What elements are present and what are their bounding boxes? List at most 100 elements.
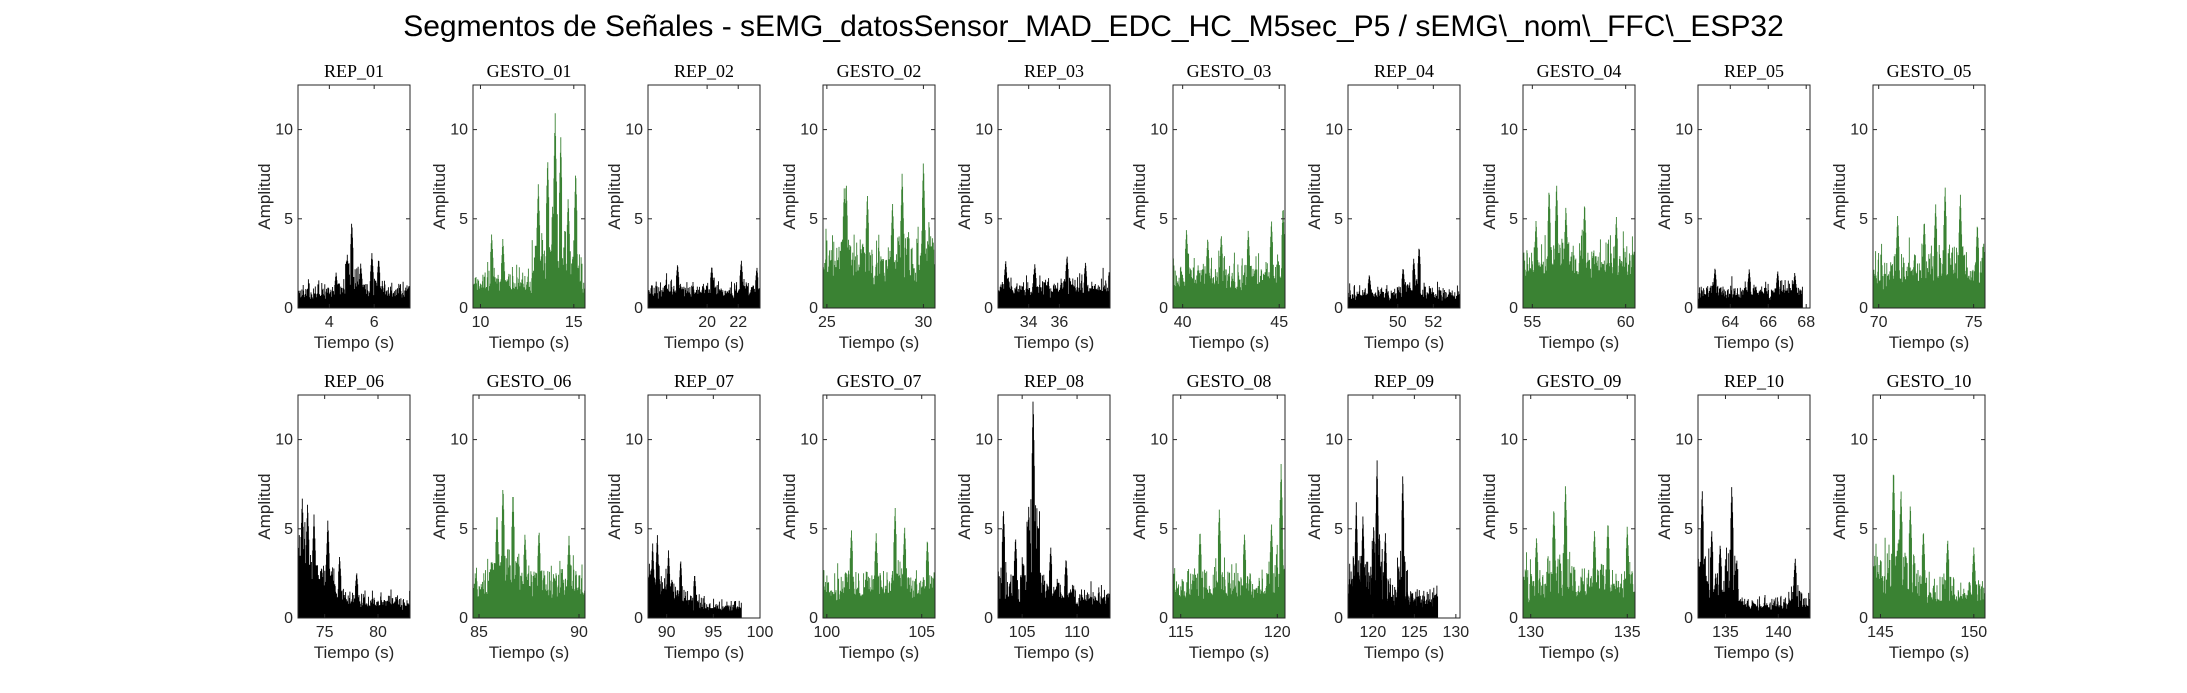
subplot-gesto-08: 0 5 10 115 120 GESTO_08 Tiempo (s) Amplitud [1130,371,1291,662]
subplot-title: GESTO_01 [487,61,572,81]
x-tick-label: 75 [1965,314,1983,331]
axes-box [997,84,1111,309]
y-axis-label: Amplitud [780,163,799,229]
y-tick-label: 10 [1850,432,1868,449]
x-tick-label: 66 [1759,314,1777,331]
signal-trace [822,163,936,308]
subplot-rep-06: 0 5 10 75 80 REP_06 Tiempo (s) Amplitud [255,371,411,662]
y-tick-label: 10 [275,122,293,139]
y-tick-label: 10 [1150,432,1168,449]
axes-box [1697,394,1811,619]
subplot-gesto-04: 0 5 10 55 60 GESTO_04 Tiempo (s) Amplitud [1480,61,1636,352]
y-axis-label: Amplitud [955,473,974,539]
subplot-title: REP_05 [1724,61,1784,81]
signal-trace [997,256,1111,308]
y-tick-label: 5 [1509,211,1518,228]
subplot-title: REP_04 [1374,61,1434,81]
subplot-title: GESTO_06 [487,371,572,391]
y-tick-label: 5 [284,521,293,538]
x-axis-label: Tiempo (s) [1889,333,1970,352]
subplot-title: GESTO_08 [1187,371,1272,391]
x-tick-label: 20 [698,314,716,331]
y-tick-label: 0 [1859,300,1868,317]
y-tick-label: 5 [459,211,468,228]
signal-trace [297,498,411,618]
y-tick-label: 10 [1675,432,1693,449]
x-axis-label: Tiempo (s) [1889,643,1970,662]
x-tick-label: 130 [1443,624,1470,641]
y-tick-label: 10 [450,122,468,139]
y-axis-label: Amplitud [430,163,449,229]
y-tick-label: 5 [1684,211,1693,228]
y-axis-label: Amplitud [1130,473,1149,539]
y-tick-label: 10 [975,122,993,139]
subplot-title: REP_10 [1724,371,1784,391]
subplot-title: GESTO_09 [1537,371,1622,391]
y-tick-label: 0 [1684,610,1693,627]
x-axis-label: Tiempo (s) [1364,643,1445,662]
axes-box [297,394,411,619]
y-axis-label: Amplitud [1480,163,1499,229]
y-axis-label: Amplitud [955,163,974,229]
y-tick-label: 10 [1850,122,1868,139]
axes-box [1347,84,1461,309]
x-tick-label: 25 [818,314,836,331]
y-axis-label: Amplitud [1830,163,1849,229]
x-tick-label: 64 [1721,314,1739,331]
signal-trace [1172,210,1286,308]
x-tick-label: 120 [1264,624,1291,641]
subplot-gesto-09: 0 5 10 130 135 GESTO_09 Tiempo (s) Amplitud [1480,371,1641,662]
x-tick-label: 110 [1064,624,1090,641]
axes-box [297,84,411,309]
x-axis-label: Tiempo (s) [314,643,395,662]
axes-box [1172,84,1286,309]
y-axis-label: Amplitud [1305,473,1324,539]
x-tick-label: 150 [1960,624,1987,641]
y-tick-label: 10 [800,432,818,449]
x-axis-label: Tiempo (s) [1539,643,1620,662]
subplot-rep-07: 0 5 10 90 95 100 REP_07 Tiempo (s) Amplitud [605,371,773,662]
y-axis-label: Amplitud [1130,163,1149,229]
y-tick-label: 0 [459,610,468,627]
x-axis-label: Tiempo (s) [314,333,395,352]
axes-box [1522,84,1636,309]
subplot-gesto-10: 0 5 10 145 150 GESTO_10 Tiempo (s) Amplitud [1830,371,1987,662]
y-tick-label: 5 [634,211,643,228]
x-tick-label: 30 [915,314,933,331]
y-tick-label: 10 [625,432,643,449]
axes-box [1522,394,1636,619]
signal-trace [1872,474,1986,618]
y-tick-label: 0 [284,300,293,317]
y-tick-label: 5 [984,211,993,228]
x-axis-label: Tiempo (s) [1189,643,1270,662]
x-axis-label: Tiempo (s) [489,333,570,352]
y-tick-label: 0 [809,300,818,317]
x-tick-label: 75 [316,624,334,641]
y-axis-label: Amplitud [1655,163,1674,229]
subplot-title: REP_07 [674,371,734,391]
signal-trace [647,260,761,308]
subplot-rep-03: 0 5 10 34 36 REP_03 Tiempo (s) Amplitud [955,61,1111,352]
subplot-gesto-03: 0 5 10 40 45 GESTO_03 Tiempo (s) Amplitud [1130,61,1288,352]
signal-trace [822,508,936,618]
axes-box [647,394,761,619]
y-tick-label: 0 [1334,610,1343,627]
y-tick-label: 5 [1509,521,1518,538]
axes-box [1172,394,1286,619]
y-tick-label: 10 [1325,432,1343,449]
subplot-gesto-06: 0 5 10 85 90 GESTO_06 Tiempo (s) Amplitud [430,371,588,662]
subplot-rep-04: 0 5 10 50 52 REP_04 Tiempo (s) Amplitud [1305,61,1461,352]
signal-trace [1697,268,1803,308]
x-axis-label: Tiempo (s) [1014,643,1095,662]
subplot-title: GESTO_03 [1187,61,1272,81]
y-tick-label: 10 [450,432,468,449]
y-tick-label: 10 [625,122,643,139]
y-axis-label: Amplitud [255,163,274,229]
signal-trace [1347,460,1439,618]
signal-trace [1697,487,1811,618]
y-tick-label: 10 [275,432,293,449]
x-tick-label: 125 [1401,624,1428,641]
y-tick-label: 10 [1500,432,1518,449]
x-tick-label: 4 [325,314,334,331]
